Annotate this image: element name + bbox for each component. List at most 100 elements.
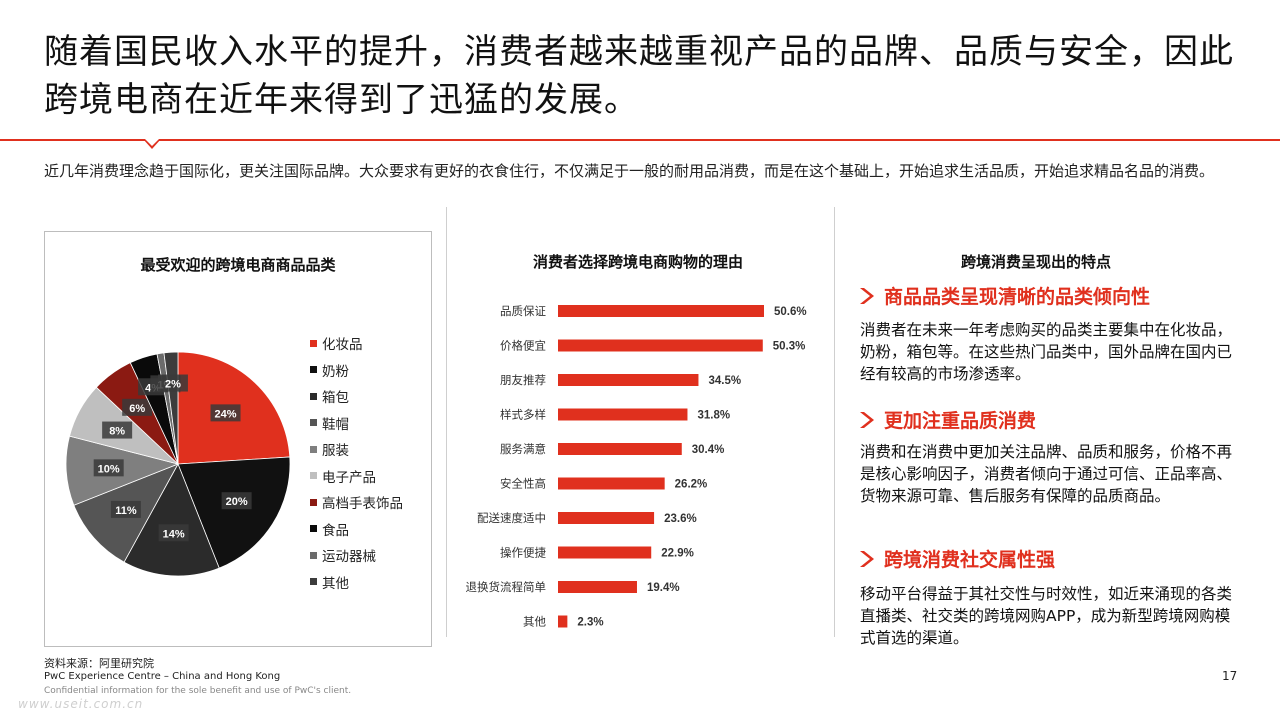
- pie-chart-title: 最受欢迎的跨境电商商品品类: [140, 256, 336, 274]
- bar-value-label: 50.3%: [773, 341, 806, 353]
- feature-heading-text: 更加注重品质消费: [884, 410, 1037, 432]
- feature-text-2: 消费和在消费中更加关注品牌、品质和服务，价格不再是核心影响因子，消费者倾向于通过…: [860, 443, 1233, 505]
- legend-item: 电子产品: [310, 463, 420, 490]
- legend-swatch: [310, 472, 317, 480]
- footer-confidential: Confidential information for the sole be…: [44, 686, 352, 696]
- legend-label: 其他: [322, 575, 349, 592]
- pie-label-bg: [122, 398, 153, 416]
- bar: [558, 546, 652, 559]
- bar-category-label: 退换货流程简单: [466, 580, 547, 594]
- legend-label: 食品: [322, 522, 349, 539]
- feature-heading-text: 商品品类呈现清晰的品类倾向性: [884, 286, 1151, 308]
- legend-swatch: [310, 525, 317, 533]
- legend-swatch: [310, 366, 317, 374]
- pie-data-label: 8%: [109, 426, 125, 438]
- footer-org: PwC Experience Centre – China and Hong K…: [44, 671, 281, 682]
- bar: [558, 305, 764, 317]
- column-divider-left: [446, 207, 447, 637]
- chevron-right-icon: [860, 411, 874, 428]
- pie-data-label: 6%: [129, 403, 145, 415]
- pie-label-bg: [210, 404, 241, 422]
- pie-label-bg: [102, 421, 133, 439]
- bar-category-label: 价格便宜: [500, 339, 546, 353]
- legend-swatch: [310, 445, 317, 453]
- pie-data-label: 20%: [226, 496, 248, 508]
- page-title: 随着国民收入水平的提升，消费者越来越重视产品的品牌、品质与安全，因此跨境电商在近…: [44, 32, 1234, 120]
- bar-value-label: 2.3%: [577, 617, 603, 629]
- legend-swatch: [310, 551, 317, 559]
- pie-data-label: 14%: [163, 528, 185, 540]
- feature-text-1: 消费者在未来一年考虑购买的品类主要集中在化妆品，奶粉，箱包等。在这些热门品类中，…: [860, 321, 1233, 383]
- pie-label-bg: [157, 374, 188, 392]
- legend-label: 奶粉: [322, 363, 349, 380]
- bar: [558, 339, 763, 352]
- feature-heading-2: 更加注重品质消费: [856, 406, 1036, 433]
- bar-category-label: 样式多样: [500, 408, 546, 422]
- bar-value-label: 34.5%: [708, 375, 741, 387]
- legend-swatch: [310, 578, 317, 586]
- legend-item: 高档手表饰品: [310, 489, 420, 516]
- bar-category-label: 其他: [523, 615, 546, 629]
- pie-data-label: 2%: [165, 379, 181, 391]
- pie-label-bg: [110, 500, 141, 518]
- bar-category-label: 操作便捷: [500, 546, 546, 560]
- legend-label: 化妆品: [322, 337, 363, 354]
- pie-slice: [177, 456, 291, 569]
- legend-swatch: [310, 392, 317, 400]
- bar-chart-title: 消费者选择跨境电商购物的理由: [532, 253, 743, 271]
- legend-swatch: [310, 498, 317, 506]
- chevron-right-icon: [860, 550, 874, 567]
- pie-data-label: 24%: [215, 408, 237, 420]
- legend-item: 食品: [310, 516, 420, 543]
- bar: [558, 512, 655, 524]
- legend-label: 鞋帽: [322, 416, 349, 433]
- bar-category-label: 服务满意: [500, 442, 546, 456]
- bar-value-label: 26.2%: [675, 479, 708, 491]
- pie-label-bg: [158, 524, 189, 542]
- bar: [558, 443, 682, 455]
- legend-item: 其他: [310, 569, 420, 596]
- feature-heading-3: 跨境消费社交属性强: [856, 545, 1055, 572]
- source-note: 资料来源：阿里研究院: [44, 657, 154, 670]
- bar-chart: 品质保证 50.6% 价格便宜 50.3% 朋友推荐 34.5% 样式多样 31.8% 服务满意…: [466, 304, 807, 629]
- pie-label-bg: [221, 492, 252, 510]
- legend-label: 运动器械: [322, 549, 376, 566]
- bar-category-label: 品质保证: [500, 304, 546, 318]
- bar: [558, 477, 665, 490]
- bar-category-label: 朋友推荐: [500, 373, 546, 387]
- legend-label: 服装: [322, 443, 349, 460]
- legend-item: 箱包: [310, 383, 420, 410]
- pie-slice: [123, 463, 220, 577]
- feature-text-3: 移动平台得益于其社交性与时效性，如近来涌现的各类直播类、社交类的跨境网购APP，…: [860, 585, 1233, 647]
- bar: [558, 615, 568, 628]
- bar-value-label: 19.4%: [647, 582, 680, 594]
- pie-data-label: 11%: [115, 505, 137, 517]
- legend-item: 奶粉: [310, 357, 420, 384]
- bar-value-label: 23.6%: [664, 513, 697, 525]
- pie-data-label: 10%: [98, 463, 120, 475]
- bar: [558, 581, 637, 593]
- feature-heading-text: 跨境消费社交属性强: [884, 549, 1056, 571]
- legend-label: 电子产品: [322, 469, 376, 486]
- legend-item: 化妆品: [310, 330, 420, 357]
- legend-label: 箱包: [322, 390, 349, 407]
- bar-value-label: 50.6%: [774, 306, 807, 318]
- intro-text: 近几年消费理念趋于国际化，更关注国际品牌。大众要求有更好的衣食住行，不仅满足于一…: [44, 162, 1215, 180]
- bar: [558, 408, 688, 421]
- feature-heading-1: 商品品类呈现清晰的品类倾向性: [856, 282, 1150, 309]
- bar-category-label: 安全性高: [500, 477, 546, 491]
- column-divider-right: [834, 207, 835, 637]
- pie-chart: 24%20%14%11%10%8%6%4%1%2%: [65, 351, 291, 577]
- bar-value-label: 22.9%: [661, 548, 694, 560]
- legend-swatch: [310, 419, 317, 427]
- bar-value-label: 30.4%: [692, 444, 725, 456]
- watermark: www.useit.com.cn: [18, 697, 144, 711]
- legend-label: 高档手表饰品: [322, 496, 403, 513]
- pie-label-bg: [93, 459, 124, 477]
- pie-chart-panel: 最受欢迎的跨境电商商品品类 24%20%14%11%10%8%6%4%1%2% …: [44, 231, 432, 647]
- legend-item: 服装: [310, 436, 420, 463]
- features-title: 跨境消费呈现出的特点: [960, 253, 1111, 271]
- legend-item: 鞋帽: [310, 410, 420, 437]
- pie-legend: 化妆品奶粉箱包鞋帽服装电子产品高档手表饰品 食品运动器械其他: [310, 330, 420, 595]
- chevron-right-icon: [860, 287, 874, 304]
